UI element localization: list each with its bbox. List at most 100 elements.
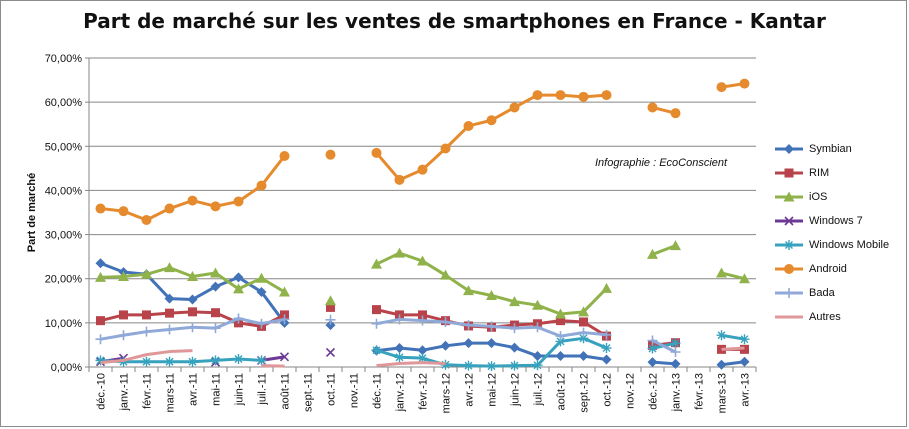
data-point	[417, 315, 428, 326]
data-point	[256, 355, 267, 366]
series-line	[375, 251, 608, 316]
x-tick-label: mai-12	[487, 373, 499, 407]
y-tick-label: 30,00%	[45, 230, 83, 242]
legend-label: RIM	[809, 167, 830, 179]
series-line	[721, 346, 745, 351]
data-point	[326, 302, 335, 312]
data-point	[509, 102, 520, 113]
data-point	[739, 273, 750, 284]
legend-item-android: Android	[773, 261, 905, 285]
data-point	[440, 340, 451, 351]
x-tick-label: déc.-10	[96, 373, 108, 410]
data-point	[325, 149, 336, 160]
series-windows-mobile	[95, 330, 750, 372]
data-point	[187, 356, 198, 367]
data-point	[142, 310, 151, 320]
data-point	[532, 350, 543, 361]
y-tick-label: 10,00%	[45, 318, 83, 330]
y-tick-label: 60,00%	[45, 97, 83, 109]
y-tick-label: 50,00%	[45, 141, 83, 153]
data-point	[187, 322, 198, 333]
series-autres	[100, 346, 745, 368]
data-point	[394, 343, 405, 354]
data-point	[509, 342, 520, 353]
data-point	[555, 308, 566, 319]
data-point	[210, 281, 221, 292]
series-line	[100, 349, 193, 365]
legend-label: Windows Mobile	[809, 239, 890, 251]
series-line	[651, 339, 677, 354]
data-point	[670, 108, 681, 119]
data-point	[164, 203, 175, 214]
x-tick-label: juin-12	[510, 373, 522, 407]
data-point	[325, 347, 336, 357]
legend-swatch	[775, 240, 803, 250]
x-tick-label: mars-13	[717, 373, 729, 413]
data-point	[509, 360, 520, 371]
data-point	[601, 354, 612, 365]
chart-annotation: Infographie : EcoConscient	[595, 157, 728, 169]
data-point	[164, 324, 175, 335]
x-tick-label: août-11	[280, 373, 292, 410]
data-point	[578, 350, 589, 361]
series-line	[721, 271, 745, 281]
data-point	[187, 195, 198, 206]
data-point	[463, 285, 474, 296]
legend-marker	[784, 264, 794, 274]
data-point	[486, 289, 497, 300]
series-ios	[95, 240, 750, 319]
data-point	[486, 115, 497, 126]
data-point	[417, 353, 428, 364]
data-point	[556, 316, 565, 326]
data-point	[670, 240, 681, 251]
data-point	[509, 296, 520, 307]
data-point	[647, 357, 658, 368]
data-point	[716, 82, 727, 93]
data-point	[371, 318, 382, 329]
data-point	[164, 262, 175, 273]
legend-swatch	[775, 264, 803, 274]
x-tick-label: août-12	[556, 373, 568, 410]
data-point	[739, 334, 750, 345]
data-point	[739, 78, 750, 89]
data-point	[371, 147, 382, 158]
data-point	[601, 343, 612, 354]
data-point	[256, 318, 267, 329]
x-tick-label: avr.-12	[464, 373, 476, 407]
data-point	[211, 308, 220, 318]
data-point	[463, 120, 474, 131]
data-point	[325, 295, 336, 306]
legend-marker	[784, 216, 794, 226]
data-point	[418, 310, 427, 320]
chart-title: Part de marché sur les ventes de smartph…	[83, 9, 826, 33]
data-point	[601, 329, 612, 340]
data-point	[463, 360, 474, 371]
data-point	[141, 326, 152, 337]
x-tick-label: févr.-13	[694, 373, 706, 410]
x-tick-label: nov.-11	[349, 373, 361, 408]
legend-item-bada: Bada	[773, 285, 905, 309]
data-point	[372, 305, 381, 315]
x-tick-label: juil.-11	[257, 373, 269, 406]
data-point	[165, 308, 174, 318]
x-tick-label: nov.-12	[625, 373, 637, 409]
data-point	[532, 299, 543, 310]
data-point	[578, 333, 589, 344]
data-point	[463, 320, 474, 331]
data-point	[210, 267, 221, 278]
x-tick-label: mars-12	[441, 373, 453, 413]
data-point	[555, 331, 566, 342]
data-point	[647, 335, 658, 346]
data-point	[647, 343, 658, 354]
x-tick-label: janv.-13	[671, 373, 683, 412]
data-point	[647, 102, 658, 113]
data-point	[440, 269, 451, 280]
y-tick-label: 20,00%	[45, 274, 83, 286]
x-tick-label: sept.-12	[579, 373, 591, 413]
x-tick-label: avr.-13	[740, 373, 752, 407]
legend-swatch	[775, 144, 803, 154]
data-point	[371, 258, 382, 269]
legend-item-windows-7: Windows 7	[773, 213, 905, 237]
data-point	[187, 271, 198, 282]
